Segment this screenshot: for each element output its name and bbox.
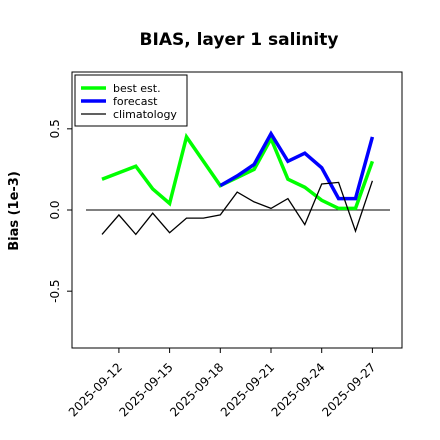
- y-axis-label: Bias (1e-3): [7, 171, 22, 251]
- legend-label: forecast: [113, 95, 158, 108]
- legend-label: climatology: [113, 108, 177, 121]
- x-tick-label: 2025-09-27: [319, 360, 378, 419]
- series-layer: [101, 130, 375, 236]
- legend-label: best est.: [113, 82, 161, 95]
- y-tick-label: 0.5: [48, 119, 62, 138]
- series-line-best-est: [101, 132, 375, 211]
- y-tick-label: -0.5: [48, 279, 62, 302]
- y-tick-label: 0.0: [48, 200, 62, 219]
- chart-title: BIAS, layer 1 salinity: [140, 30, 339, 50]
- series-line-climatology: [101, 180, 374, 236]
- axis-ticks: -0.50.00.52025-09-122025-09-152025-09-18…: [48, 119, 379, 419]
- legend-box: [74, 74, 188, 127]
- series-line-forecast: [219, 130, 375, 201]
